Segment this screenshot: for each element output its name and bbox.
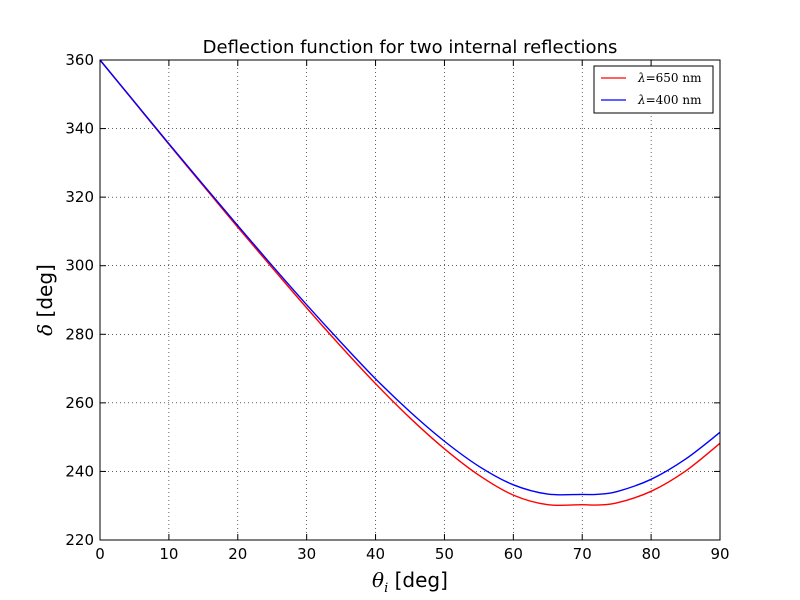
- y-tick-label: 340: [65, 120, 94, 138]
- x-axis-unit: [deg]: [388, 568, 448, 592]
- y-tick-label: 360: [65, 51, 94, 69]
- legend: λ=650 nm λ=400 nm: [593, 65, 714, 114]
- x-tick-label: 30: [297, 545, 316, 563]
- y-tick-label: 320: [65, 188, 94, 206]
- x-tick-label: 40: [366, 545, 385, 563]
- x-tick-label: 60: [504, 545, 523, 563]
- series-line-400nm: [99, 59, 721, 496]
- y-tick-label: 260: [65, 394, 94, 412]
- plot-area-frame: [99, 59, 721, 541]
- legend-box: [593, 65, 714, 114]
- chart-title: Deflection function for two internal ref…: [203, 37, 618, 58]
- y-tick-label: 280: [65, 325, 94, 343]
- x-tick-label: 70: [573, 545, 592, 563]
- x-tick-label: 0: [95, 545, 105, 563]
- series-line-650nm: [99, 59, 721, 507]
- axis-ticks: 0 10 20 30 40 50 60 70 80 90 220 240 260 280 300 320 340…: [65, 51, 729, 563]
- x-axis-subscript: i: [384, 581, 388, 596]
- y-axis-unit: [deg]: [33, 264, 57, 324]
- y-tick-label: 300: [65, 257, 94, 275]
- x-tick-label: 80: [642, 545, 661, 563]
- series-lines: [99, 59, 721, 507]
- x-tick-label: 50: [435, 545, 454, 563]
- x-axis-symbol: θ: [372, 568, 384, 592]
- y-tick-label: 220: [65, 531, 94, 549]
- y-tick-label: 240: [65, 462, 94, 480]
- x-axis-label: θi [deg]: [372, 568, 448, 596]
- x-tick-label: 90: [710, 545, 729, 563]
- legend-label-650: λ=650 nm: [637, 71, 702, 85]
- grid-lines: [100, 60, 720, 540]
- x-tick-label: 20: [228, 545, 247, 563]
- x-tick-label: 10: [159, 545, 178, 563]
- y-axis-symbol: δ: [33, 324, 57, 336]
- y-axis-label: δ [deg]: [33, 264, 57, 336]
- legend-label-400: λ=400 nm: [637, 93, 702, 107]
